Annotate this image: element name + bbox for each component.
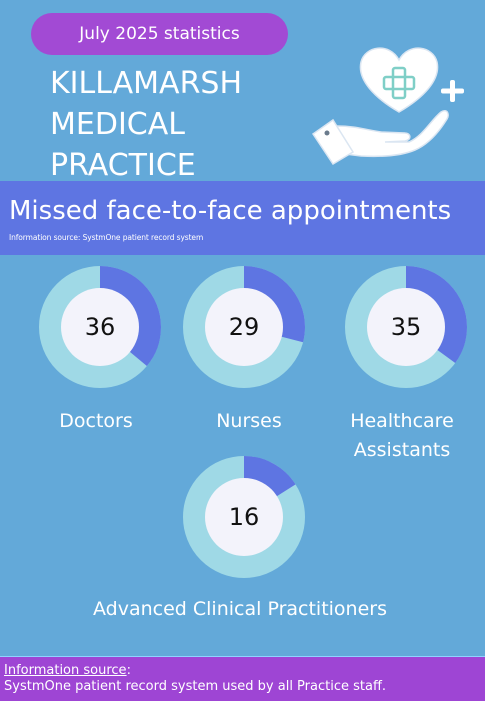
donut-chart: [39, 266, 161, 388]
title-banner: [0, 181, 485, 255]
label-line: Assistants: [353, 439, 451, 461]
healthcare-assistants-value: 35: [390, 313, 422, 341]
footer-source-text: SystmOne patient record system used by a…: [4, 679, 387, 694]
donut-chart: [183, 456, 305, 578]
donut-chart: [345, 266, 467, 388]
practice-name: KILLAMARSH MEDICAL PRACTICE: [50, 63, 242, 186]
doctors-label: Doctors: [36, 407, 156, 436]
practice-name-line: KILLAMARSH: [50, 66, 243, 101]
donut-center: [205, 478, 283, 556]
acp-label: Advanced Clinical Practitioners: [60, 595, 420, 624]
donut-center: [205, 288, 283, 366]
acp-donut: 16: [183, 456, 305, 578]
healthcare-assistants-donut: 35: [345, 266, 467, 388]
page-title: Missed face-to-face appointments: [9, 196, 452, 226]
label-line: Advanced Clinical Practitioners: [93, 598, 387, 620]
practice-name-line: MEDICAL: [50, 107, 185, 142]
ring-fill: [183, 456, 305, 578]
acp-value: 16: [228, 503, 260, 531]
donut-center: [367, 288, 445, 366]
ring-fill: [345, 266, 467, 388]
doctors-donut: 36: [39, 266, 161, 388]
ring-fill: [183, 266, 305, 388]
nurses-value: 29: [228, 313, 260, 341]
donut-chart: [183, 266, 305, 388]
label-line: Healthcare: [350, 410, 454, 432]
footer: Information source: SystmOne patient rec…: [0, 656, 485, 701]
nurses-donut: 29: [183, 266, 305, 388]
label-line: Doctors: [59, 410, 133, 432]
doctors-value: 36: [84, 313, 116, 341]
ring-fill: [39, 266, 161, 388]
period-badge: July 2025 statistics: [31, 13, 288, 55]
source-note: Information source: SystmOne patient rec…: [9, 233, 204, 242]
donut-center: [61, 288, 139, 366]
footer-source-heading: Information source: [4, 663, 127, 678]
healthcare-assistants-label: Healthcare Assistants: [335, 407, 469, 465]
hand-holding-heart-icon: [311, 47, 464, 166]
footer-source-line: Information source:: [4, 663, 481, 679]
practice-name-line: PRACTICE: [50, 148, 196, 183]
footer-source-colon: :: [126, 663, 131, 678]
label-line: Nurses: [216, 410, 282, 432]
nurses-label: Nurses: [189, 407, 309, 436]
